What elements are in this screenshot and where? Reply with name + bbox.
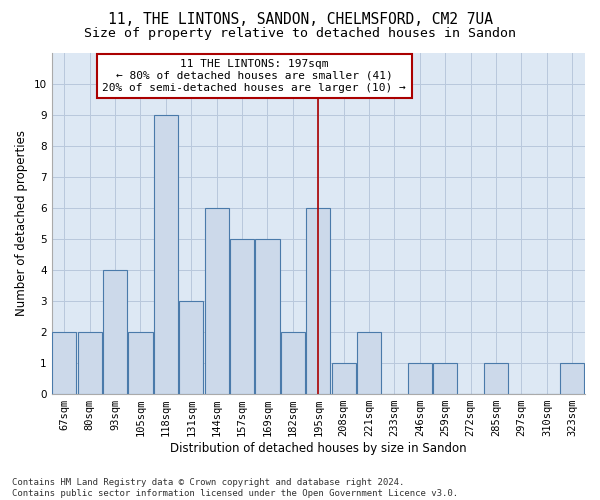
Bar — [52, 332, 76, 394]
Text: Size of property relative to detached houses in Sandon: Size of property relative to detached ho… — [84, 28, 516, 40]
Bar — [205, 208, 229, 394]
Bar — [281, 332, 305, 394]
Text: 11 THE LINTONS: 197sqm
← 80% of detached houses are smaller (41)
20% of semi-det: 11 THE LINTONS: 197sqm ← 80% of detached… — [103, 60, 406, 92]
Bar — [256, 239, 280, 394]
Bar — [154, 114, 178, 394]
Bar — [433, 363, 457, 394]
Bar — [332, 363, 356, 394]
Bar — [408, 363, 432, 394]
Bar — [230, 239, 254, 394]
Bar — [484, 363, 508, 394]
Y-axis label: Number of detached properties: Number of detached properties — [15, 130, 28, 316]
Bar — [77, 332, 102, 394]
Bar — [306, 208, 331, 394]
Text: Contains HM Land Registry data © Crown copyright and database right 2024.
Contai: Contains HM Land Registry data © Crown c… — [12, 478, 458, 498]
Bar — [357, 332, 381, 394]
Bar — [560, 363, 584, 394]
X-axis label: Distribution of detached houses by size in Sandon: Distribution of detached houses by size … — [170, 442, 467, 455]
Text: 11, THE LINTONS, SANDON, CHELMSFORD, CM2 7UA: 11, THE LINTONS, SANDON, CHELMSFORD, CM2… — [107, 12, 493, 28]
Bar — [179, 301, 203, 394]
Bar — [103, 270, 127, 394]
Bar — [128, 332, 152, 394]
